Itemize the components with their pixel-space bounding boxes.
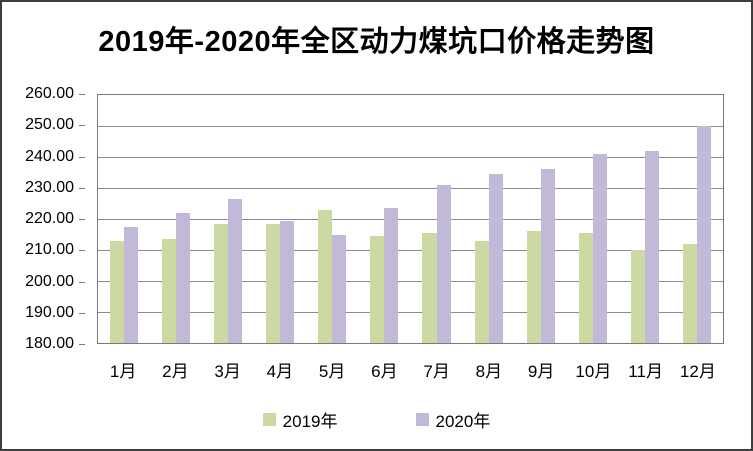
bar-group-11月 [619,95,671,343]
bar-group-3月 [202,95,254,343]
plot-area [97,94,724,344]
x-axis-label-6月: 6月 [371,362,398,381]
bars-layer [98,95,723,343]
bar-group-2月 [150,95,202,343]
legend-item-2019年: 2019年 [262,407,338,432]
gridline-230 [98,188,723,189]
bar-2020年-2月 [176,212,191,343]
bar-group-1月 [98,95,150,343]
y-axis-label-240.00: 240.00 [25,147,74,165]
x-axis-label-8月: 8月 [475,362,503,381]
y-axis-tick [79,94,85,95]
x-axis-label-1月: 1月 [109,362,137,381]
bar-2020年-8月 [488,174,503,343]
x-axis-label-12月: 12月 [679,362,716,381]
bar-2019年-3月 [214,223,229,343]
y-axis-tick [79,312,85,314]
bar-2020年-3月 [228,198,243,343]
x-axis-label-7月: 7月 [423,362,450,381]
y-axis-label-190.00: 190.00 [25,303,74,321]
y-axis-label-250.00: 250.00 [25,116,74,134]
x-axis-label-4月: 4月 [266,362,294,381]
y-axis: 260.00 250.00 240.00 230.00 220.00 210.00 200.… [2,85,88,352]
x-axis-label-3月: 3月 [214,362,241,381]
x-axis-label-2月: 2月 [162,362,189,381]
bar-2019年-5月 [318,209,333,343]
gridline-210 [98,250,723,251]
y-axis-label-260.00: 260.00 [25,85,74,102]
gridline-220 [98,219,723,220]
bar-group-6月 [358,95,410,343]
bar-2020年-7月 [436,184,451,343]
chart-title: 2019年-2020年全区动力煤坑口价格走势图 [98,26,655,58]
bar-2019年-4月 [266,223,281,343]
bar-2020年-12月 [696,126,711,343]
bar-2019年-8月 [474,240,489,343]
x-axis-label-5月: 5月 [318,362,346,381]
bar-2019年-1月 [109,240,125,343]
y-axis-tick [79,125,85,127]
legend-swatch-icon [262,413,276,426]
bar-2020年-6月 [384,208,399,343]
bar-group-9月 [515,95,567,343]
legend-item-2020年: 2020年 [415,407,491,432]
gridline-190 [98,312,723,313]
y-axis-tick [79,344,85,345]
legend-swatch-icon [415,413,429,426]
y-axis-label-210.00: 210.00 [25,241,74,259]
y-axis-tick [79,219,85,220]
x-axis-label-9月: 9月 [527,362,555,381]
bar-2020年-11月 [644,150,659,343]
gridline-200 [98,281,723,282]
bar-2020年-9月 [540,169,555,343]
x-axis-label-10月: 10月 [575,362,612,381]
bar-2020年-10月 [592,153,607,343]
bar-2019年-10月 [578,232,593,343]
bar-group-8月 [463,95,515,343]
legend: 2019年 2020年 [2,407,751,432]
bar-group-7月 [410,95,462,343]
bar-2020年-4月 [280,220,295,343]
bar-group-12月 [671,95,723,343]
bar-2020年-1月 [124,226,139,343]
y-axis-tick [79,281,85,283]
bar-2019年-9月 [526,231,541,343]
bar-2019年-11月 [630,250,645,343]
bar-2019年-7月 [422,232,437,343]
y-axis-tick [79,250,85,252]
gridline-250 [98,126,723,127]
bar-2019年-6月 [370,236,385,343]
y-axis-label-200.00: 200.00 [25,272,74,290]
bar-group-4月 [254,95,306,343]
x-axis-label-11月: 11月 [628,362,663,381]
y-axis-tick [79,156,85,158]
bar-group-10月 [567,95,619,343]
legend-label: 2020年 [435,412,491,431]
y-axis-label-180.00: 180.00 [25,335,74,352]
y-axis-label-230.00: 230.00 [25,178,74,196]
bar-2020年-5月 [332,234,347,343]
bar-group-5月 [306,95,358,343]
bar-2019年-12月 [682,243,697,343]
x-axis: 1月 2月 3月 4月 5月 6月 7月 8月 9月 10月 11月 12月 [97,351,724,382]
y-axis-label-220.00: 220.00 [25,210,74,227]
legend-label: 2019年 [282,412,338,431]
y-axis-tick [79,187,85,189]
gridline-240 [98,157,723,158]
bar-2019年-2月 [162,239,177,343]
